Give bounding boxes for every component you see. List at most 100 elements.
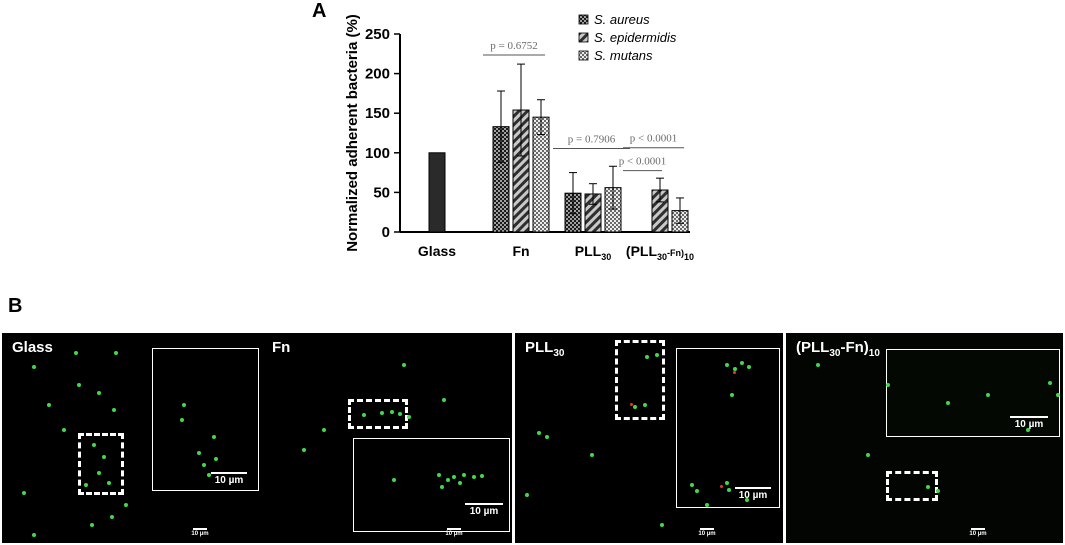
bacteria-cell-dot [1056,393,1060,397]
legend-swatch [578,32,589,43]
zoom-inset: 10 µm [353,438,510,532]
x-tick-label: Glass [418,243,456,259]
inset-scale-bar: 10 µm [1005,416,1053,430]
bacteria-cell-dot [380,411,384,415]
p-value-label: p < 0.0001 [630,133,677,145]
bacteria-cell-dot [84,483,88,487]
bacteria-cell-dot [643,403,647,407]
x-tick-label: Fn [512,243,529,259]
micrograph-pll30-fn10: (PLL30-Fn)10 10 µm 10 µm [786,333,1063,543]
bacteria-cell-dot [97,391,101,395]
dead-cell-dot [630,403,633,406]
bacteria-cell-dot [986,393,990,397]
dead-cell-dot [720,485,723,488]
p-value-label: p < 0.0001 [619,156,666,168]
micrograph-glass: Glass 10 µm 10 µm [2,333,262,543]
bacteria-cell-dot [62,428,66,432]
bacteria-cell-dot [92,443,96,447]
bacteria-cell-dot [537,431,541,435]
bacteria-cell-dot [733,367,737,371]
inset-scale-bar: 10 µm [730,487,776,501]
bacteria-cell-dot [32,533,36,537]
y-tick-label: 0 [382,224,390,241]
bacteria-cell-dot [102,455,106,459]
y-tick-label: 200 [365,66,390,83]
bacteria-cell-dot [645,355,649,359]
x-tick-label: (PLL30-Fn)10 [626,243,694,262]
bacteria-cell-dot [866,453,870,457]
bacteria-cell-dot [730,393,734,397]
bacteria-cell-dot [124,503,128,507]
micrograph-label: Glass [12,339,53,356]
zoom-region-box [615,340,665,420]
p-value-label: p = 0.6752 [490,40,537,52]
micrograph-label: PLL30 [525,339,565,359]
bacteria-cell-dot [392,478,396,482]
bacteria-cell-dot [458,481,462,485]
zoom-inset: 10 µm [886,349,1060,437]
bacteria-cell-dot [47,403,51,407]
bacteria-cell-dot [390,410,394,414]
bacteria-cell-dot [1048,381,1052,385]
inset-scale-bar: 10 µm [208,472,250,486]
bacteria-cell-dot [302,448,306,452]
bacteria-cell-dot [322,428,326,432]
bacteria-cell-dot [545,435,549,439]
bacteria-cell-dot [32,365,36,369]
bacteria-cell-dot [202,463,206,467]
main-scale-bar: 10 µm [188,528,212,537]
bacteria-cell-dot [77,383,81,387]
legend-swatch [578,14,589,25]
bacteria-cell-dot [362,413,366,417]
bacteria-cell-dot [402,363,406,367]
micrograph-label: Fn [272,339,291,356]
y-tick-label: 150 [365,105,390,122]
zoom-inset: 10 µm [152,348,259,491]
bacteria-cell-dot [462,473,466,477]
bacteria-cell-dot [695,489,699,493]
bacteria-cell-dot [97,471,101,475]
zoom-region-box [886,471,938,501]
micrograph-fn: Fn 10 µm 10 µm [262,333,512,543]
bacteria-cell-dot [110,515,114,519]
bacteria-cell-dot [926,485,930,489]
bacteria-cell-dot [182,403,186,407]
legend-label: S. mutans [594,48,653,63]
y-tick-label: 250 [365,26,390,43]
bacteria-cell-dot [437,473,441,477]
bacteria-cell-dot [440,485,444,489]
bacteria-cell-dot [480,474,484,478]
bacteria-cell-dot [936,489,940,493]
panel-label-b: B [8,295,23,317]
zoom-region-box [78,433,124,495]
bacteria-cell-dot [452,475,456,479]
bacteria-cell-dot [472,475,476,479]
bacteria-cell-dot [1026,428,1030,432]
zoom-region-box [348,399,408,429]
legend-label: S. epidermidis [594,30,677,45]
bacteria-cell-dot [633,405,637,409]
main-scale-bar: 10 µm [442,528,466,537]
bacteria-cell-dot [690,483,694,487]
bacteria-cell-dot [446,478,450,482]
y-tick-label: 100 [365,145,390,162]
bacteria-cell-dot [180,418,184,422]
panel-label-a: A [312,0,327,22]
bacteria-cell-dot [114,351,118,355]
bar [428,152,446,233]
bacteria-cell-dot [590,453,594,457]
main-scale-bar: 10 µm [695,528,719,537]
p-value-label: p = 0.7906 [568,134,616,146]
bacteria-cell-dot [660,523,664,527]
bacteria-cell-dot [207,473,211,477]
dead-cell-dot [733,371,736,374]
bacteria-cell-dot [22,491,26,495]
bacteria-cell-dot [705,503,709,507]
micrograph-pll30: PLL30 10 µm 10 µm [515,333,783,543]
bacteria-cell-dot [946,401,950,405]
bacteria-cell-dot [74,351,78,355]
bacteria-cell-dot [747,365,751,369]
bacteria-cell-dot [740,361,744,365]
bacteria-cell-dot [525,493,529,497]
